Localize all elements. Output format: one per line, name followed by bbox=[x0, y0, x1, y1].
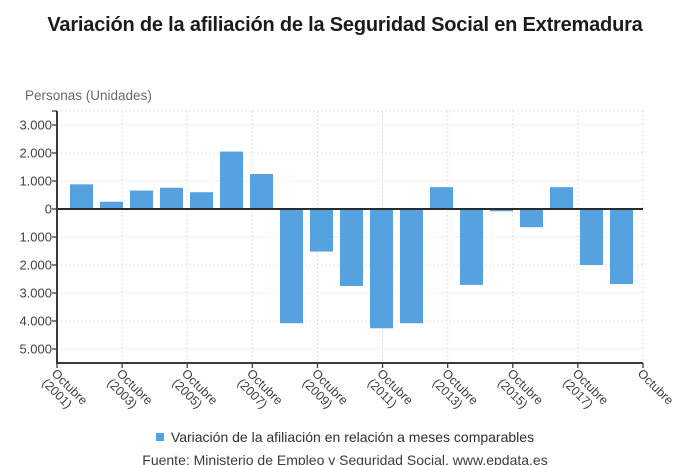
bar-2003 bbox=[130, 190, 153, 209]
bar-2001 bbox=[70, 184, 93, 209]
legend-marker-square-icon bbox=[155, 433, 164, 441]
x-tick-label-text: Octubre(2003) bbox=[104, 366, 155, 417]
x-tick-label: Octubre bbox=[635, 366, 676, 407]
x-tick-label-text: Octubre(2001) bbox=[39, 366, 90, 417]
bar-2004 bbox=[160, 187, 183, 209]
y-tick-label: 1.000 bbox=[19, 230, 52, 245]
bar-2017 bbox=[550, 187, 573, 209]
x-tick-label-text: Octubre(2017) bbox=[560, 366, 611, 417]
bar-2008 bbox=[280, 209, 303, 324]
bar-2014 bbox=[460, 209, 483, 285]
y-tick-label: 1.000 bbox=[19, 174, 52, 189]
x-tick-label-text: Octubre bbox=[635, 366, 676, 407]
x-tick-label: Octubre(2003) bbox=[104, 366, 155, 417]
bar-2010 bbox=[340, 209, 363, 286]
y-axis-units-label: Personas (Unidades) bbox=[25, 88, 152, 103]
x-tick-label: Octubre(2007) bbox=[235, 366, 286, 417]
y-tick-label: 0 bbox=[45, 202, 52, 217]
y-tick-label: 5.000 bbox=[19, 342, 52, 357]
bar-2005 bbox=[190, 192, 213, 209]
y-tick-label: 3.000 bbox=[19, 286, 52, 301]
bar-2006 bbox=[220, 151, 243, 209]
x-tick-label-text: Octubre(2015) bbox=[495, 366, 546, 417]
legend: Variación de la afiliación en relación a… bbox=[0, 429, 690, 445]
bar-2018 bbox=[580, 209, 603, 265]
x-tick-label-text: Octubre(2011) bbox=[365, 366, 416, 417]
x-tick-label-text: Octubre(2005) bbox=[169, 366, 220, 417]
bar-2009 bbox=[310, 209, 333, 252]
y-tick-label: 3.000 bbox=[19, 118, 52, 133]
source-attribution: Fuente: Ministerio de Empleo y Seguridad… bbox=[142, 452, 548, 465]
bar-2019 bbox=[610, 209, 633, 285]
legend-label: Variación de la afiliación en relación a… bbox=[170, 429, 535, 445]
x-tick-label: Octubre(2011) bbox=[365, 366, 416, 417]
y-tick-label: 2.000 bbox=[19, 146, 52, 161]
bar-2013 bbox=[430, 187, 453, 209]
x-tick-label: Octubre(2013) bbox=[430, 366, 481, 417]
x-tick-label: Octubre(2009) bbox=[300, 366, 351, 417]
chart-title: Variación de la afiliación de la Segurid… bbox=[47, 14, 643, 36]
x-tick-label-text: Octubre(2007) bbox=[235, 366, 286, 417]
x-tick-label: Octubre(2015) bbox=[495, 366, 546, 417]
bar-2016 bbox=[520, 209, 543, 228]
bar-2012 bbox=[400, 209, 423, 324]
x-tick-label: Octubre(2017) bbox=[560, 366, 611, 417]
x-tick-label-text: Octubre(2009) bbox=[300, 366, 351, 417]
bar-2002 bbox=[100, 201, 123, 209]
y-tick-label: 2.000 bbox=[19, 258, 52, 273]
x-tick-label-text: Octubre(2013) bbox=[430, 366, 481, 417]
x-tick-label: Octubre(2001) bbox=[39, 366, 90, 417]
bar-2015 bbox=[490, 209, 513, 212]
bar-2011 bbox=[370, 209, 393, 329]
bar-2007 bbox=[250, 174, 273, 209]
y-tick-label: 4.000 bbox=[19, 314, 52, 329]
x-tick-label: Octubre(2005) bbox=[169, 366, 220, 417]
